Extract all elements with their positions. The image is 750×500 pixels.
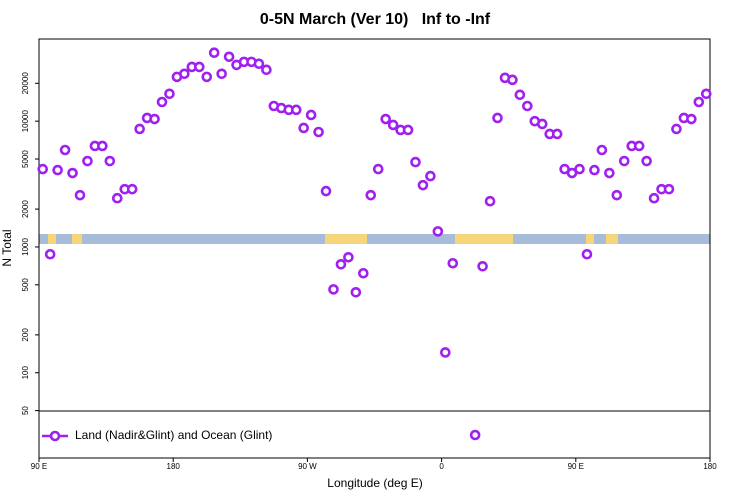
point <box>44 248 56 260</box>
band-land <box>48 234 56 244</box>
point <box>52 164 63 176</box>
point <box>298 122 309 134</box>
point <box>425 170 436 182</box>
point <box>82 155 93 167</box>
point <box>417 179 429 191</box>
plot-frame <box>38 38 711 459</box>
band-land <box>325 234 367 244</box>
x-tick-label: 90 E <box>31 462 47 471</box>
point <box>604 167 615 179</box>
x-tick-label: 180 <box>703 462 717 471</box>
y-tick-label: 100 <box>21 366 30 380</box>
y-tick-label: 20000 <box>21 72 30 95</box>
point <box>350 287 362 298</box>
point <box>522 100 533 112</box>
point <box>551 128 563 140</box>
point <box>261 64 272 76</box>
point <box>469 429 481 441</box>
point <box>59 144 71 156</box>
point <box>365 189 377 201</box>
point <box>290 104 302 116</box>
x-tick-label: 90 W <box>298 462 317 471</box>
chart-title: 0-5N March (Ver 10) Inf to -Inf <box>260 11 491 28</box>
point <box>477 260 488 272</box>
point <box>67 167 78 179</box>
point <box>589 164 600 176</box>
point <box>492 112 503 124</box>
point <box>208 47 220 59</box>
band-land <box>455 234 513 244</box>
point <box>536 118 548 130</box>
point <box>641 155 652 167</box>
point <box>507 74 518 86</box>
point <box>156 96 168 108</box>
y-tick-label: 1000 <box>21 238 30 256</box>
point <box>440 347 451 358</box>
x-tick-label: 90 E <box>568 462 584 471</box>
point <box>134 123 145 135</box>
point <box>320 185 332 197</box>
point <box>305 109 317 121</box>
point <box>335 258 347 270</box>
surface-band <box>39 234 710 244</box>
x-axis-label: Longitude (deg E) <box>327 476 422 490</box>
point <box>633 140 645 152</box>
point <box>514 89 526 101</box>
y-tick-label: 2000 <box>21 200 30 218</box>
y-axis-label: N Total <box>0 229 14 266</box>
point <box>671 123 682 135</box>
point <box>253 58 265 70</box>
y-tick-label: 500 <box>21 278 30 292</box>
y-tick-label: 200 <box>21 328 30 342</box>
y-tick-label: 50 <box>21 406 30 415</box>
point <box>74 189 86 201</box>
point <box>164 88 175 100</box>
point <box>111 192 123 204</box>
point <box>611 189 623 201</box>
point <box>193 61 205 73</box>
point <box>596 144 608 156</box>
point <box>484 195 496 207</box>
point <box>686 113 697 125</box>
point <box>358 267 369 279</box>
point <box>149 113 160 125</box>
band-ocean <box>39 234 710 244</box>
point <box>104 155 116 167</box>
point <box>387 119 399 131</box>
point <box>432 226 444 237</box>
point <box>380 113 391 125</box>
x-tick-label: 180 <box>167 462 181 471</box>
point <box>126 183 138 195</box>
point <box>313 126 324 138</box>
point <box>574 163 585 175</box>
point <box>663 183 675 195</box>
point <box>700 88 712 100</box>
point <box>223 51 235 63</box>
point <box>693 96 705 108</box>
point <box>201 71 213 83</box>
band-land <box>72 234 82 244</box>
point <box>216 68 227 80</box>
legend-label: Land (Nadir&Glint) and Ocean (Glint) <box>75 428 272 442</box>
point <box>410 156 421 168</box>
point <box>37 163 49 175</box>
point <box>372 163 384 175</box>
point <box>402 124 414 136</box>
point <box>328 284 339 295</box>
band-land <box>586 234 594 244</box>
point <box>343 251 354 263</box>
x-tick-label: 0 <box>439 462 444 471</box>
point <box>648 192 660 204</box>
legend-marker <box>49 430 61 442</box>
point <box>179 68 190 80</box>
band-land <box>606 234 618 244</box>
point <box>447 257 459 269</box>
point <box>97 140 108 152</box>
y-tick-label: 10000 <box>21 109 30 132</box>
point <box>618 155 630 167</box>
point <box>581 248 593 260</box>
y-tick-label: 5000 <box>21 150 30 168</box>
